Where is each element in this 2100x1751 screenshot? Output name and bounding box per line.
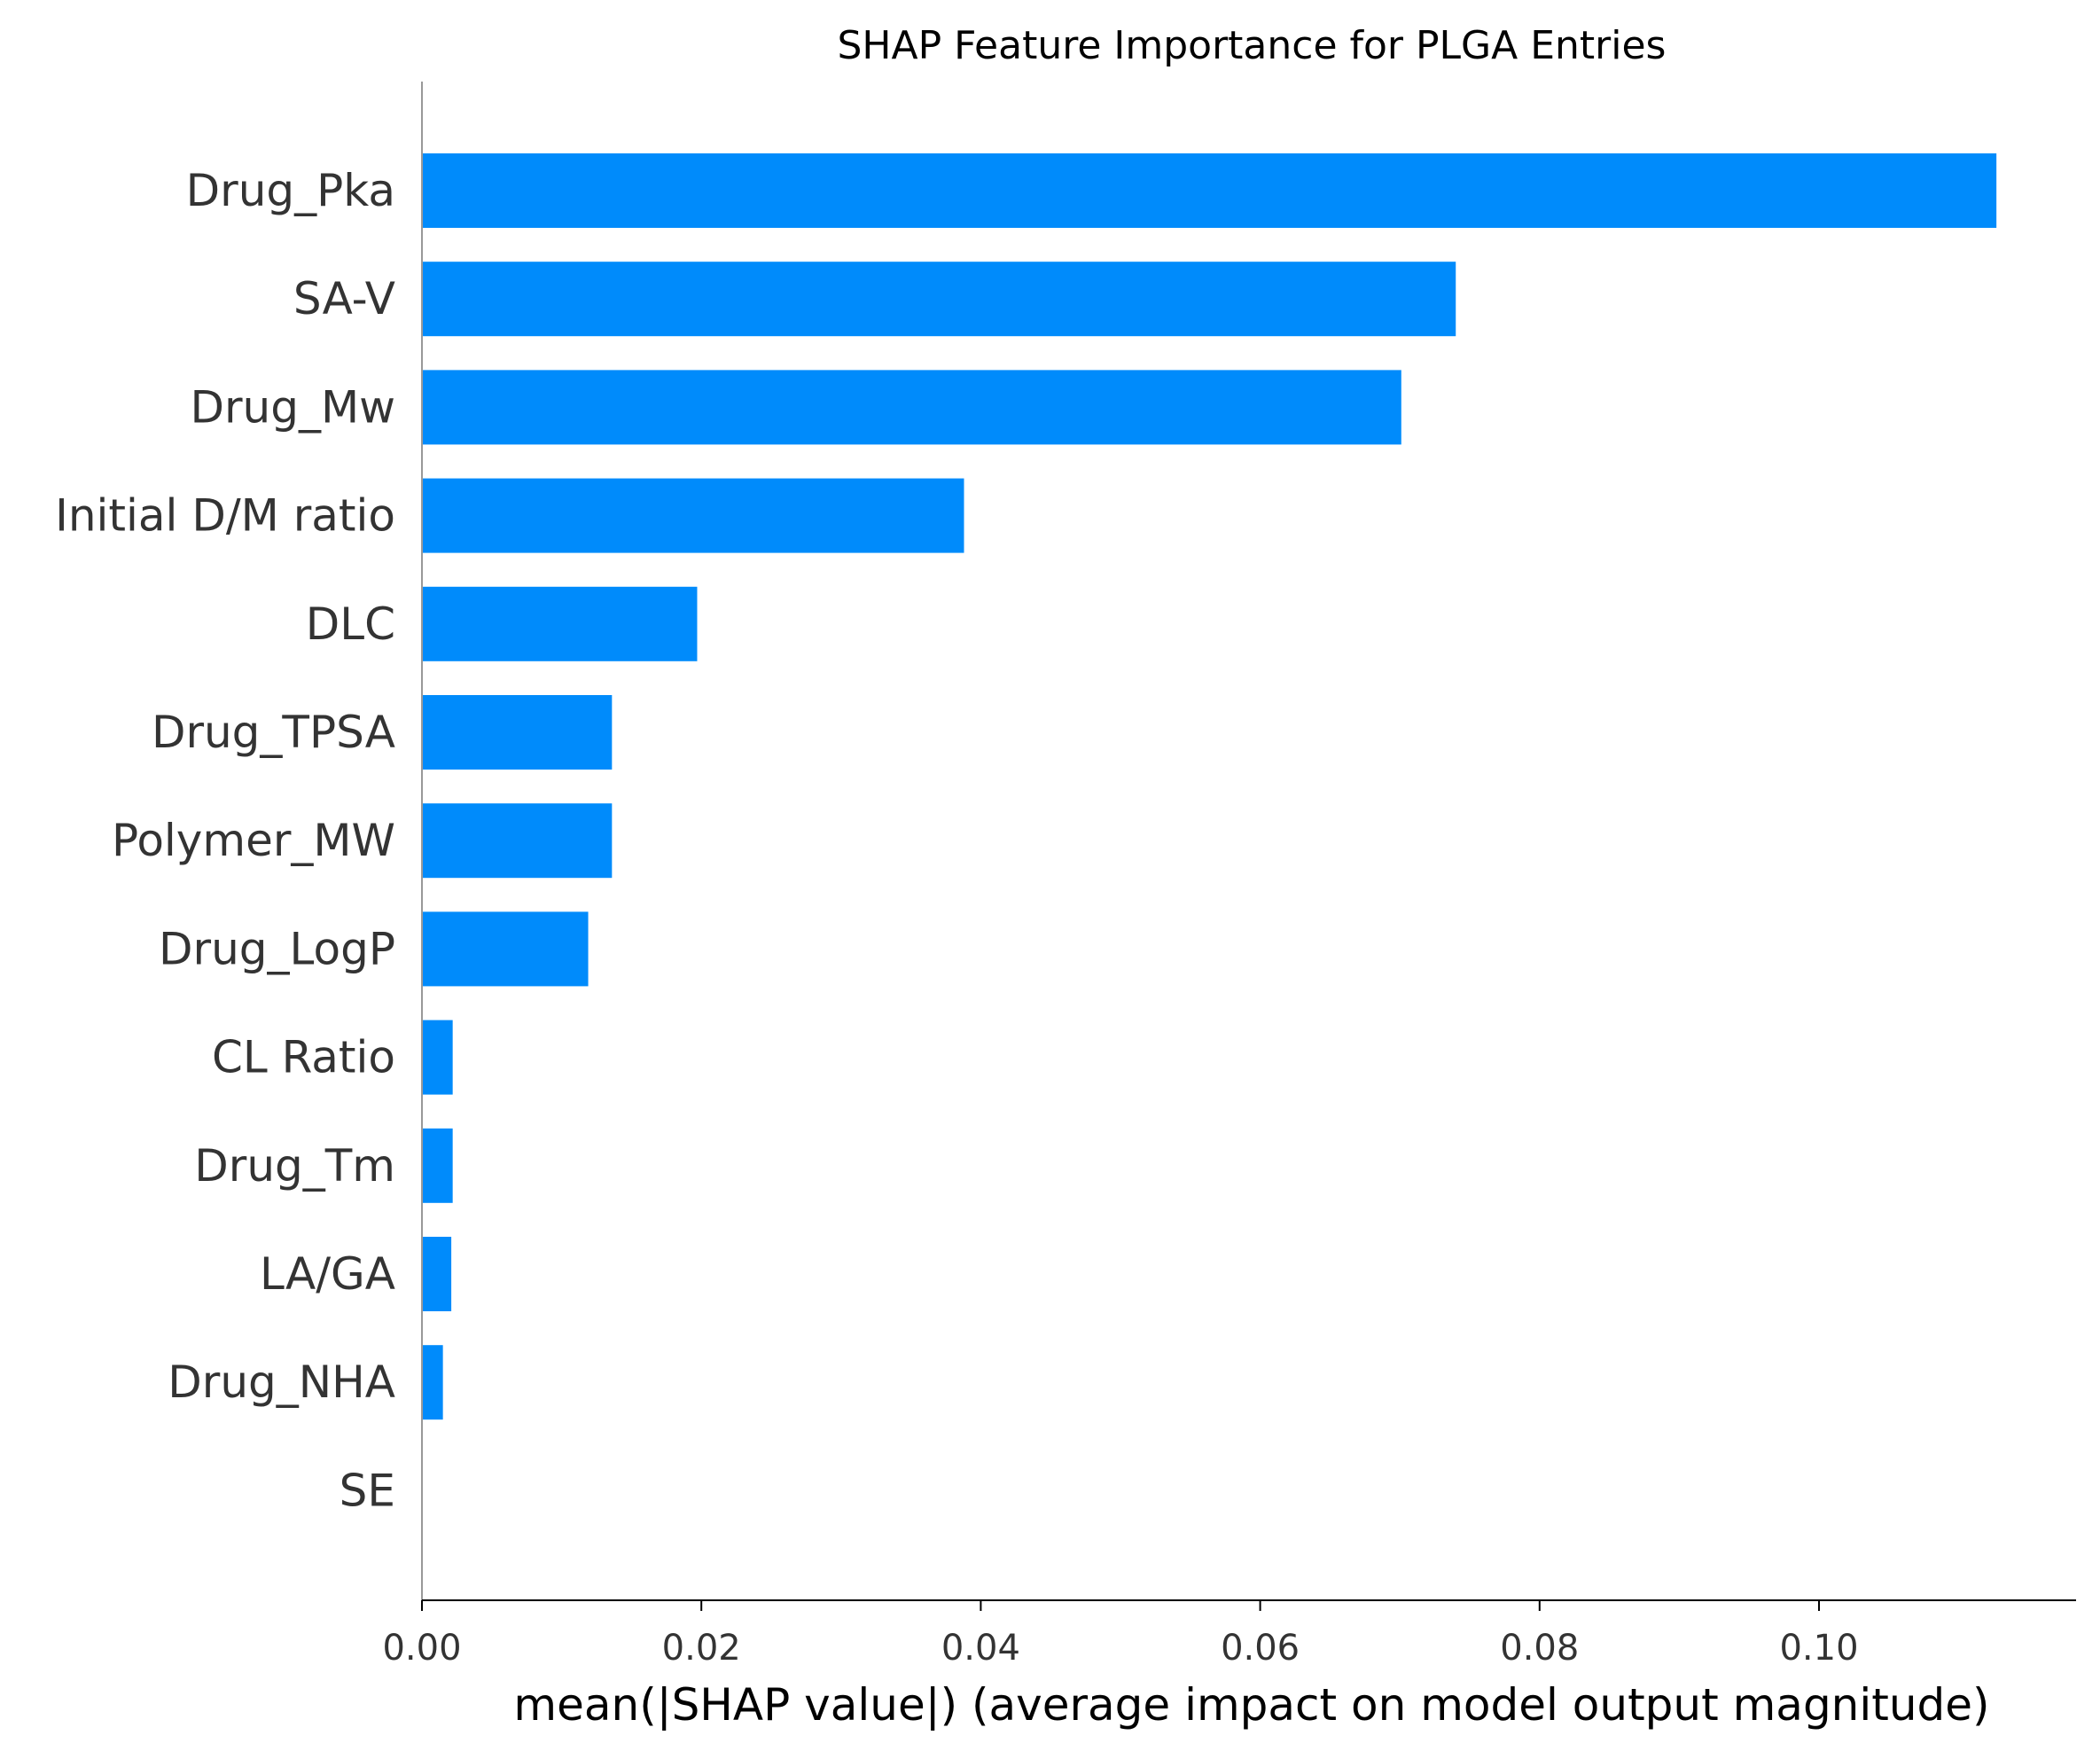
bar-drug-nha bbox=[422, 1345, 443, 1420]
bar-sa-v bbox=[422, 262, 1456, 337]
y-tick-label: Drug_Tm bbox=[194, 1140, 395, 1192]
x-ticks: 0.00 0.02 0.04 0.06 0.08 0.10 bbox=[382, 1600, 1859, 1669]
x-tick-label: 0.08 bbox=[1500, 1628, 1579, 1669]
y-tick-label: Drug_Pka bbox=[186, 165, 395, 216]
x-tick-label: 0.00 bbox=[382, 1628, 461, 1669]
bars-group bbox=[422, 153, 1997, 1420]
bar-drug-pka bbox=[422, 153, 1997, 228]
bar-drug-mw bbox=[422, 370, 1401, 445]
y-tick-label: CL Ratio bbox=[212, 1032, 395, 1083]
y-tick-label: SA-V bbox=[293, 273, 395, 324]
x-tick-label: 0.04 bbox=[941, 1628, 1020, 1669]
y-tick-label: Drug_LogP bbox=[159, 923, 395, 974]
y-tick-label: Drug_NHA bbox=[168, 1356, 395, 1408]
bar-drug-tm bbox=[422, 1128, 453, 1203]
bar-dlc bbox=[422, 586, 698, 661]
bar-initial-d-m-ratio bbox=[422, 478, 964, 553]
y-tick-label: Polymer_MW bbox=[112, 815, 395, 866]
y-tick-label: Drug_TPSA bbox=[152, 707, 395, 758]
bar-cl-ratio bbox=[422, 1020, 453, 1095]
y-tick-label: DLC bbox=[306, 598, 395, 650]
bar-la-ga bbox=[422, 1237, 452, 1311]
y-tick-labels: Drug_Pka SA-V Drug_Mw Initial D/M ratio DLC D… bbox=[55, 165, 395, 1516]
x-axis-label: mean(|SHAP value|) (average impact on mo… bbox=[513, 1679, 1989, 1731]
chart-title: SHAP Feature Importance for PLGA Entries bbox=[838, 23, 1667, 68]
bar-polymer-mw bbox=[422, 803, 613, 879]
y-tick-label: LA/GA bbox=[260, 1248, 395, 1300]
bar-drug-logp bbox=[422, 911, 589, 987]
x-tick-label: 0.02 bbox=[662, 1628, 741, 1669]
y-tick-label: Drug_Mw bbox=[190, 381, 395, 433]
y-tick-label: SE bbox=[340, 1465, 395, 1516]
y-tick-label: Initial D/M ratio bbox=[55, 490, 395, 542]
x-tick-label: 0.06 bbox=[1221, 1628, 1300, 1669]
x-tick-label: 0.10 bbox=[1779, 1628, 1858, 1669]
bar-drug-tpsa bbox=[422, 695, 613, 770]
